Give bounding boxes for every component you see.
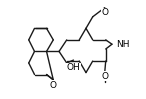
Text: O: O	[101, 72, 108, 81]
Text: OH: OH	[67, 63, 80, 72]
Text: NH: NH	[116, 40, 129, 49]
Text: O: O	[101, 8, 108, 17]
Text: O: O	[50, 81, 57, 90]
